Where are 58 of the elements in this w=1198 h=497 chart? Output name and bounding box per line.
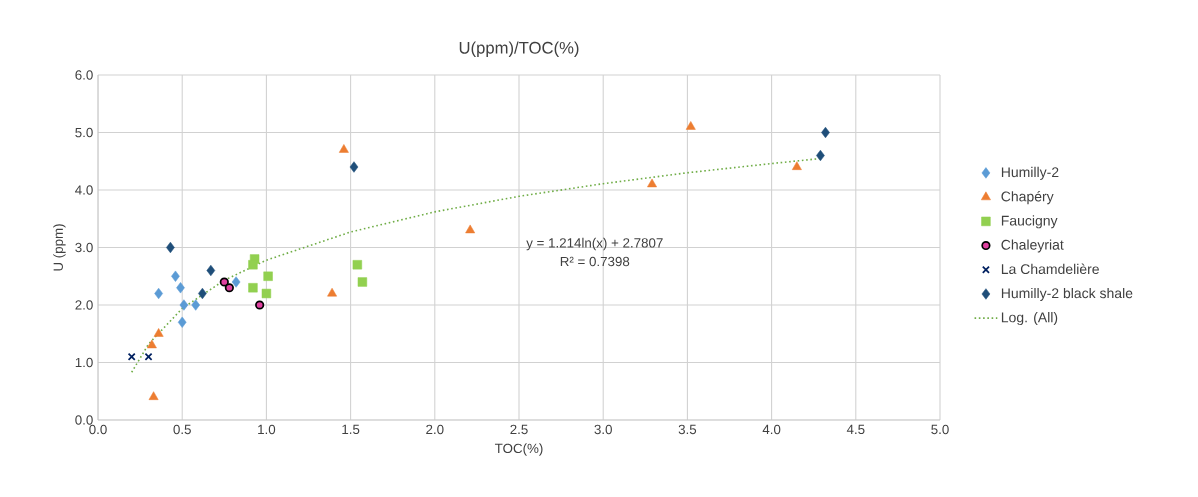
x-tick-label: 3.5 — [678, 424, 697, 435]
x-axis-title: TOC(%) — [494, 443, 543, 456]
point — [176, 282, 185, 294]
point — [191, 299, 200, 311]
point — [219, 277, 229, 287]
chart-title: U(ppm)/TOC(%) — [459, 41, 579, 57]
x-tick-label: 2.0 — [426, 424, 444, 435]
legend-label: Chaleyriat — [1001, 239, 1064, 253]
point — [224, 283, 234, 293]
point — [357, 277, 368, 287]
point — [338, 144, 349, 153]
x-tick-label: 4.5 — [846, 424, 865, 435]
point — [685, 121, 696, 130]
y-tick-label: 4.0 — [75, 185, 93, 195]
point — [248, 260, 258, 270]
x-tick-label: 0.5 — [173, 424, 191, 435]
point — [231, 276, 241, 288]
point — [352, 260, 363, 270]
point — [206, 264, 216, 277]
y-tick-label: 0.0 — [75, 415, 93, 425]
point — [177, 316, 187, 328]
point — [263, 271, 273, 281]
point — [179, 299, 189, 311]
legend-label: Log. (All) — [1001, 312, 1058, 326]
x-tick-label: 2.5 — [510, 424, 528, 435]
x-tick-label: 1.5 — [342, 424, 360, 435]
y-tick-label: 6.0 — [75, 70, 93, 80]
annotation: R² = 0.7398 — [560, 256, 630, 267]
point — [153, 328, 164, 337]
legend-label: Faucigny — [1001, 215, 1058, 229]
y-tick-label: 2.0 — [75, 300, 93, 310]
point — [261, 288, 272, 299]
point — [465, 224, 476, 234]
y-tick-label: 1.0 — [75, 357, 93, 368]
x-tick-label: 0.0 — [89, 424, 107, 435]
annotation: y = 1.214ln(x) + 2.7807 — [526, 237, 663, 251]
legend-label: Chapéry — [1001, 191, 1054, 205]
point — [647, 178, 657, 188]
point — [127, 352, 136, 361]
y-tick-label: 3.0 — [75, 242, 93, 253]
y-tick-label: 5.0 — [75, 127, 93, 138]
x-tick-label: 3.0 — [594, 424, 612, 435]
legend-label: Humilly-2 — [1001, 166, 1059, 180]
x-tick-label: 5.0 — [931, 424, 949, 435]
y-axis-title: U (ppm) — [53, 224, 66, 271]
point — [147, 339, 157, 349]
point — [327, 287, 337, 297]
legend-label: La Chamdelière — [1001, 263, 1099, 275]
point — [791, 161, 802, 170]
point — [349, 161, 359, 173]
legend-label: Humilly-2 black shale — [1001, 287, 1133, 301]
point — [144, 352, 153, 361]
point — [148, 391, 159, 400]
point — [255, 300, 265, 310]
point — [171, 270, 180, 282]
x-tick-label: 1.0 — [258, 424, 276, 435]
x-tick-label: 4.0 — [762, 424, 781, 435]
point — [248, 283, 258, 293]
